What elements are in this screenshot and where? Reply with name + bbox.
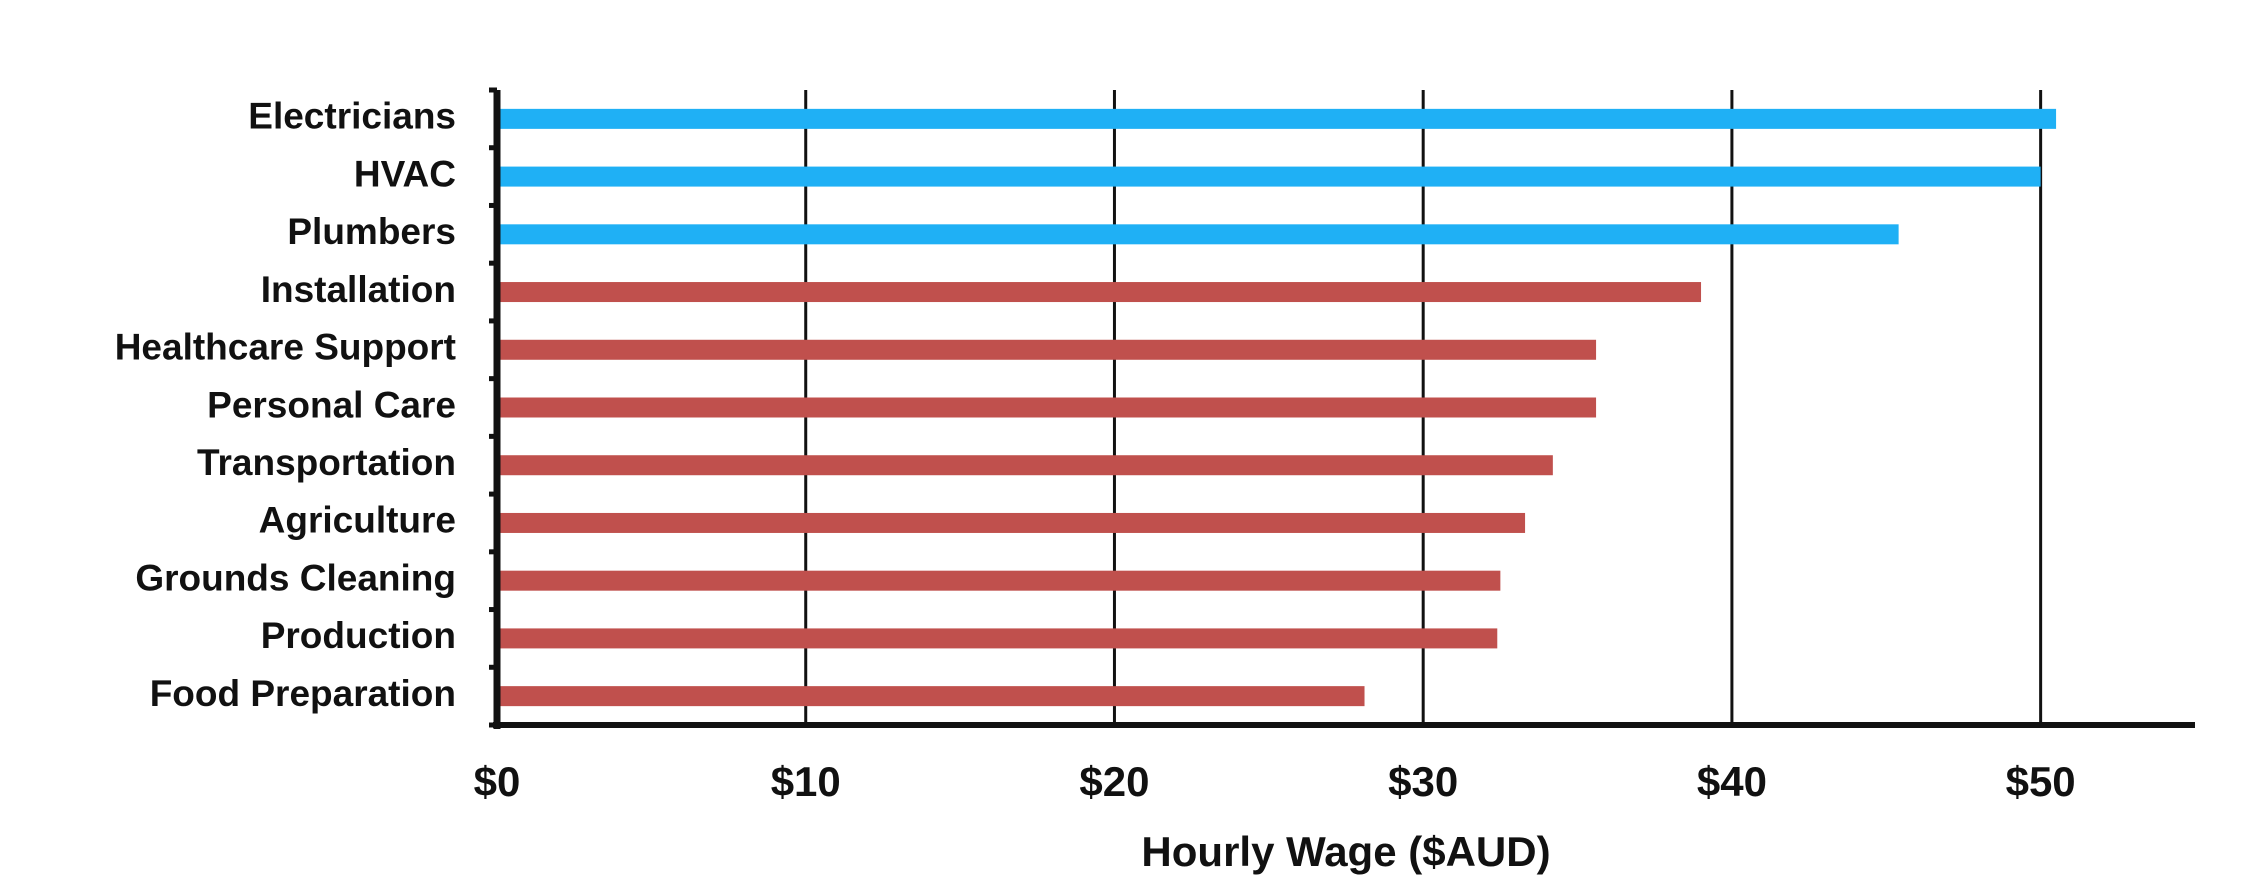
bar bbox=[497, 628, 1498, 649]
y-tick-label: HVAC bbox=[354, 153, 456, 194]
x-tick-label: $30 bbox=[1388, 758, 1458, 805]
bar bbox=[497, 512, 1526, 533]
bar bbox=[497, 282, 1702, 303]
x-tick-label: $40 bbox=[1697, 758, 1767, 805]
y-tick-label: Agriculture bbox=[259, 500, 456, 541]
x-tick-label: $50 bbox=[2006, 758, 2076, 805]
y-tick-label: Transportation bbox=[197, 442, 456, 483]
bar bbox=[497, 224, 1899, 245]
bar bbox=[497, 686, 1365, 707]
bar bbox=[497, 108, 2057, 129]
y-tick-label: Plumbers bbox=[287, 211, 456, 252]
bar bbox=[497, 455, 1553, 476]
bar bbox=[497, 339, 1597, 360]
bar bbox=[497, 570, 1501, 591]
x-tick-label: $0 bbox=[474, 758, 521, 805]
y-tick-label: Food Preparation bbox=[150, 673, 456, 714]
bar bbox=[497, 397, 1597, 418]
x-tick-label: $20 bbox=[1079, 758, 1149, 805]
bar bbox=[497, 166, 2041, 187]
x-tick-label: $10 bbox=[771, 758, 841, 805]
y-tick-label: Production bbox=[261, 615, 456, 656]
y-tick-label: Personal Care bbox=[207, 384, 456, 425]
y-tick-label: Grounds Cleaning bbox=[135, 557, 456, 598]
x-axis-label: Hourly Wage ($AUD) bbox=[1141, 828, 1550, 875]
y-tick-label: Electricians bbox=[248, 96, 456, 137]
y-tick-label: Installation bbox=[261, 269, 456, 310]
y-tick-label: Healthcare Support bbox=[115, 327, 456, 368]
